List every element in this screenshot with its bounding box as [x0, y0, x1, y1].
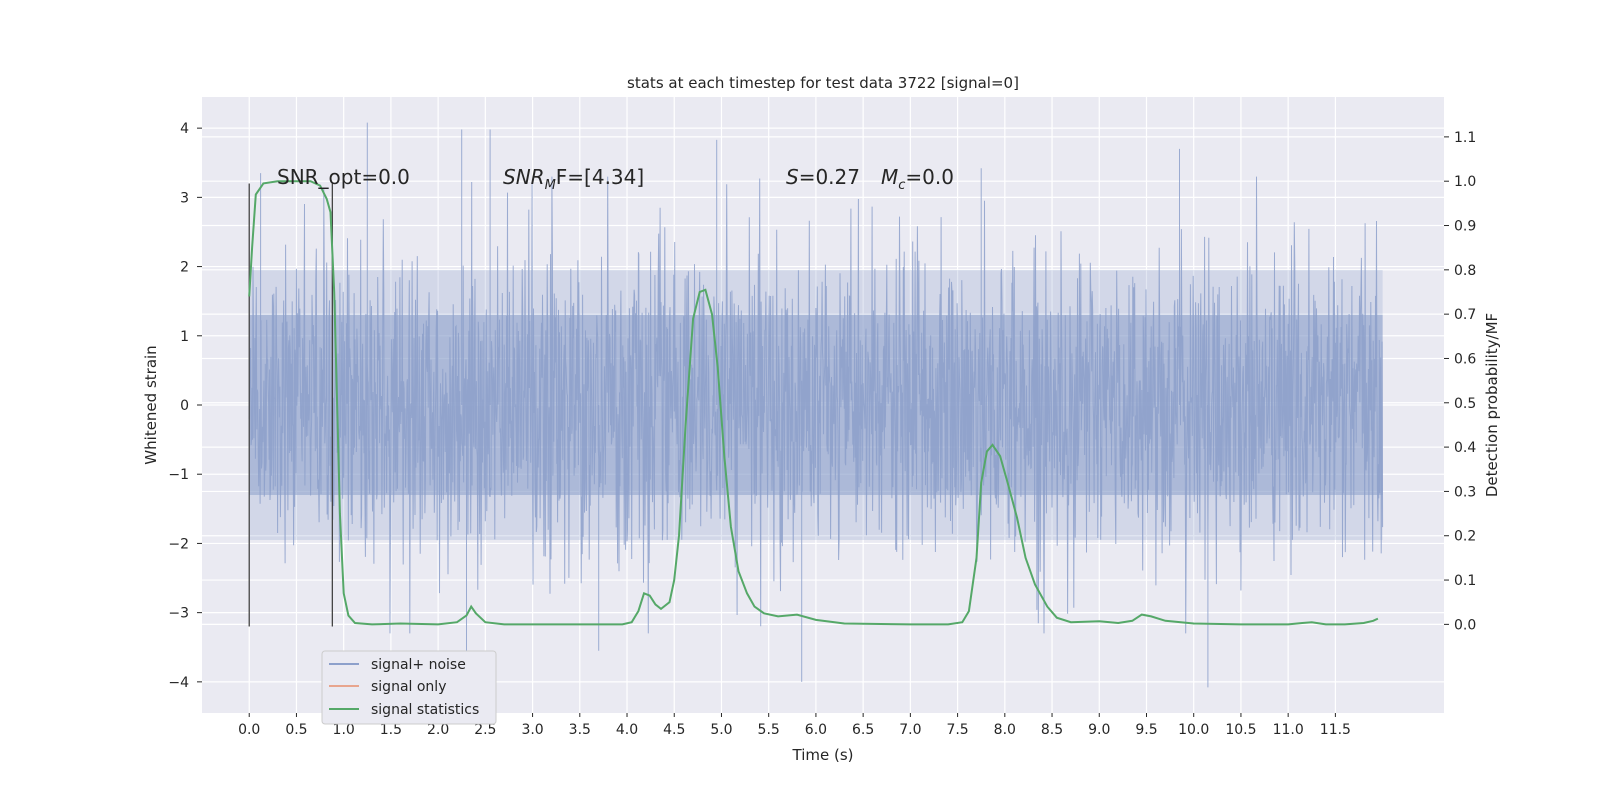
y-tick-8: −4: [168, 675, 189, 691]
y2-tick-9: 0.2: [1454, 529, 1476, 545]
noise-outer-band: [249, 270, 1383, 540]
y2-tick-3: 0.8: [1454, 263, 1476, 279]
y2-tick-11: 0.0: [1454, 617, 1476, 633]
y-tick-2: 2: [180, 260, 189, 276]
y-tick-3: 1: [180, 329, 189, 345]
x-tick-4: 2.0: [427, 722, 449, 738]
x-tick-labels: 0.0 0.5 1.0 1.5 2.0 2.5 3.0 3.5 4.0 4.5 5.0 5.5 6.0 6…: [238, 713, 1351, 738]
legend-label-signal-only: signal only: [371, 679, 446, 695]
y2-tick-2: 0.9: [1454, 219, 1476, 235]
noise-dense-band: [249, 315, 1383, 495]
x-tick-6: 3.0: [521, 722, 543, 738]
y-tick-4: 0: [180, 398, 189, 414]
y-tick-5: −1: [168, 467, 189, 483]
y2-tick-labels: 1.1 1.0 0.9 0.8 0.7 0.6 0.5 0.4 0.3 0.2 0.1 0.0: [1444, 130, 1476, 633]
y-tick-labels: 4 3 2 1 0 −1 −2 −3 −4: [168, 121, 202, 691]
x-tick-19: 9.5: [1135, 722, 1157, 738]
noise-trace: [248, 122, 1384, 688]
x-tick-18: 9.0: [1088, 722, 1110, 738]
annotation-snr-mf: SNRMF=[4.34]: [503, 165, 644, 193]
x-tick-8: 4.0: [616, 722, 638, 738]
x-axis-label: Time (s): [792, 746, 854, 764]
series-signal-statistics: [248, 180, 1379, 626]
snr-mf-rest: F=[4.34]: [556, 165, 644, 189]
x-tick-14: 7.0: [899, 722, 921, 738]
x-tick-17: 8.5: [1041, 722, 1063, 738]
y2-tick-8: 0.3: [1454, 484, 1476, 500]
x-tick-16: 8.0: [994, 722, 1016, 738]
s-label: S: [786, 165, 799, 189]
legend: signal+ noise signal only signal statist…: [321, 650, 497, 725]
x-tick-2: 1.0: [333, 722, 355, 738]
x-tick-5: 2.5: [474, 722, 496, 738]
y-tick-6: −2: [168, 536, 189, 552]
x-tick-12: 6.0: [805, 722, 827, 738]
mc-value: =0.0: [905, 165, 954, 189]
series-signal-noise: [248, 122, 1384, 688]
y2-tick-4: 0.7: [1454, 307, 1476, 323]
x-tick-11: 5.5: [758, 722, 780, 738]
x-tick-13: 6.5: [852, 722, 874, 738]
y-axis-label: Whitened strain: [142, 345, 160, 464]
y2-tick-6: 0.5: [1454, 396, 1476, 412]
x-tick-1: 0.5: [285, 722, 307, 738]
legend-label-signal-noise: signal+ noise: [371, 657, 466, 673]
y-tick-1: 3: [180, 190, 189, 206]
chart-title: stats at each timestep for test data 372…: [627, 74, 1019, 92]
x-tick-10: 5.0: [710, 722, 732, 738]
y2-tick-7: 0.4: [1454, 440, 1476, 456]
s-value: =0.27: [799, 165, 860, 189]
y2-axis-label: Detection probability/MF: [1483, 313, 1501, 497]
y2-tick-5: 0.6: [1454, 351, 1476, 367]
x-tick-22: 11.0: [1273, 722, 1304, 738]
snr-mf-label: SNR: [503, 165, 545, 189]
legend-label-signal-statistics: signal statistics: [371, 702, 479, 718]
x-tick-15: 7.5: [946, 722, 968, 738]
x-tick-23: 11.5: [1320, 722, 1351, 738]
annotation-snr-opt: SNR_opt=0.0: [277, 165, 410, 189]
mc-sub: c: [898, 178, 905, 193]
x-tick-7: 3.5: [569, 722, 591, 738]
x-tick-21: 10.5: [1225, 722, 1256, 738]
snr-mf-sub: M: [545, 178, 556, 193]
y-tick-0: 4: [180, 121, 189, 137]
legend-box: [321, 650, 497, 725]
y2-tick-1: 1.0: [1454, 174, 1476, 190]
y2-tick-10: 0.1: [1454, 573, 1476, 589]
annotation-mc: Mc=0.0: [881, 165, 954, 193]
mc-label: M: [881, 165, 898, 189]
y2-tick-0: 1.1: [1454, 130, 1476, 146]
x-tick-3: 1.5: [380, 722, 402, 738]
x-tick-20: 10.0: [1178, 722, 1209, 738]
x-tick-0: 0.0: [238, 722, 260, 738]
annotation-s: S=0.27: [786, 165, 860, 189]
y-tick-7: −3: [168, 606, 189, 622]
x-tick-9: 4.5: [663, 722, 685, 738]
